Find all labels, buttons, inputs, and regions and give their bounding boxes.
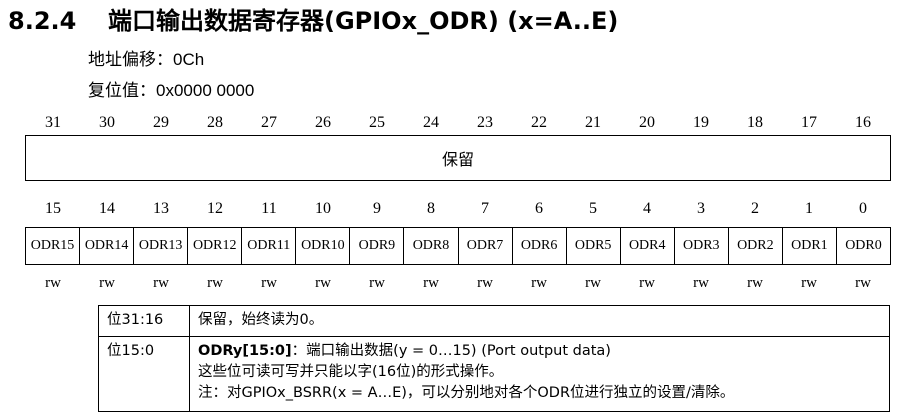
bit-number: 20 [639, 114, 655, 131]
address-offset-value: 0Ch [173, 50, 205, 69]
bit-number: 18 [747, 114, 763, 131]
bit-number: 1 [805, 200, 813, 217]
odr-field-cell: ODR9 [350, 228, 405, 264]
section-title: 端口输出数据寄存器(GPIOx_ODR) (x=A..E) [108, 7, 619, 35]
odr-field-cell: ODR13 [134, 228, 189, 264]
upper-bit-numbers: 31 30 29 28 27 26 25 24 23 22 21 20 19 1… [26, 111, 890, 135]
bit-number: 11 [261, 200, 277, 217]
odr-field-cell: ODR10 [296, 228, 351, 264]
bit-number: 14 [99, 200, 115, 217]
odr-field-cell: ODR15 [26, 228, 81, 264]
bit-number: 0 [859, 200, 867, 217]
odr-field-cell: ODR12 [188, 228, 243, 264]
bit-number: 25 [369, 114, 385, 131]
bit-number: 22 [531, 114, 547, 131]
bit-range: 位31:16 [98, 304, 190, 338]
section-heading: 8.2.4 端口输出数据寄存器(GPIOx_ODR) (x=A..E) [8, 2, 618, 40]
access-type: rw [801, 275, 817, 291]
reserved-field: 保留 [25, 135, 891, 181]
bit-number: 7 [481, 200, 489, 217]
odr-field-cell: ODR7 [459, 228, 513, 264]
bit-number: 28 [207, 114, 223, 131]
reserved-label: 保留 [441, 150, 474, 169]
reset-value-value: 0x0000 0000 [156, 81, 255, 100]
access-type: rw [207, 275, 223, 291]
bit-number: 6 [535, 200, 543, 217]
bsrr-note: 注：对GPIOx_BSRR(x = A…E)，可以分别地对各个ODR位进行独立的… [198, 385, 735, 402]
bit-number: 27 [261, 114, 277, 131]
address-offset-label: 地址偏移： [88, 50, 173, 70]
odr-field-cell: ODR3 [675, 228, 729, 264]
field-description: ：端口输出数据(y = 0…15) (Port output data) [291, 343, 611, 360]
odr-field-row: ODR15 ODR14 ODR13 ODR12 ODR11 ODR10 ODR9… [25, 227, 891, 265]
access-type: rw [315, 275, 331, 291]
bit-number: 29 [153, 114, 169, 131]
address-offset: 地址偏移：0Ch [88, 49, 204, 71]
bit-number: 24 [423, 114, 439, 131]
bit-number: 31 [45, 114, 61, 131]
odr-field-cell: ODR11 [242, 228, 297, 264]
access-type: rw [369, 275, 385, 291]
bit-number: 17 [801, 114, 817, 131]
odr-field-cell: ODR5 [567, 228, 621, 264]
bit-range: 位15:0 [98, 336, 190, 412]
access-type: rw [531, 275, 547, 291]
odr-field-cell: ODR4 [621, 228, 675, 264]
access-type: rw [747, 275, 763, 291]
odr-field-cell: ODR0 [845, 238, 882, 253]
field-name: ODRy[15:0] [198, 343, 292, 360]
access-type: rw [693, 275, 709, 291]
access-note: 这些位可读可写并只能以字(16位)的形式操作。 [198, 364, 504, 381]
bit-number: 13 [153, 200, 169, 217]
odr-field-cell: ODR2 [729, 228, 783, 264]
bit-number: 16 [855, 114, 871, 131]
bit-number: 4 [643, 200, 651, 217]
bit-description: ODRy[15:0]：端口输出数据(y = 0…15) (Port output… [189, 336, 890, 412]
access-type: rw [423, 275, 439, 291]
odr-field-cell: ODR1 [783, 228, 837, 264]
access-type: rw [153, 275, 169, 291]
bit-number: 30 [99, 114, 115, 131]
access-type: rw [477, 275, 493, 291]
access-type: rw [585, 275, 601, 291]
table-row: 位31:16 保留，始终读为0。 [98, 304, 890, 338]
odr-field-cell: ODR6 [513, 228, 567, 264]
bit-number: 15 [45, 200, 61, 217]
section-number: 8.2.4 [8, 7, 77, 35]
bit-number: 3 [697, 200, 705, 217]
access-type: rw [261, 275, 277, 291]
access-type: rw [99, 275, 115, 291]
odr-field-cell: ODR14 [80, 228, 135, 264]
access-type-row: rw rw rw rw rw rw rw rw rw rw rw rw rw r… [26, 272, 890, 294]
bit-number: 8 [427, 200, 435, 217]
bit-number: 21 [585, 114, 601, 131]
bit-number: 19 [693, 114, 709, 131]
access-type: rw [639, 275, 655, 291]
bit-number: 23 [477, 114, 493, 131]
bit-number: 10 [315, 200, 331, 217]
reset-value: 复位值：0x0000 0000 [88, 80, 254, 102]
bit-description-table: 位31:16 保留，始终读为0。 位15:0 ODRy[15:0]：端口输出数据… [98, 304, 890, 412]
lower-bit-numbers: 15 14 13 12 11 10 9 8 7 6 5 4 3 2 1 0 [26, 197, 890, 221]
bit-number: 9 [373, 200, 381, 217]
access-type: rw [855, 275, 871, 291]
odr-field-cell: ODR8 [404, 228, 459, 264]
bit-number: 26 [315, 114, 331, 131]
reset-value-label: 复位值： [88, 81, 156, 101]
access-type: rw [45, 275, 61, 291]
bit-number: 12 [207, 200, 223, 217]
bit-number: 5 [589, 200, 597, 217]
bit-number: 2 [751, 200, 759, 217]
bit-description: 保留，始终读为0。 [189, 304, 890, 338]
table-row: 位15:0 ODRy[15:0]：端口输出数据(y = 0…15) (Port … [98, 336, 890, 412]
